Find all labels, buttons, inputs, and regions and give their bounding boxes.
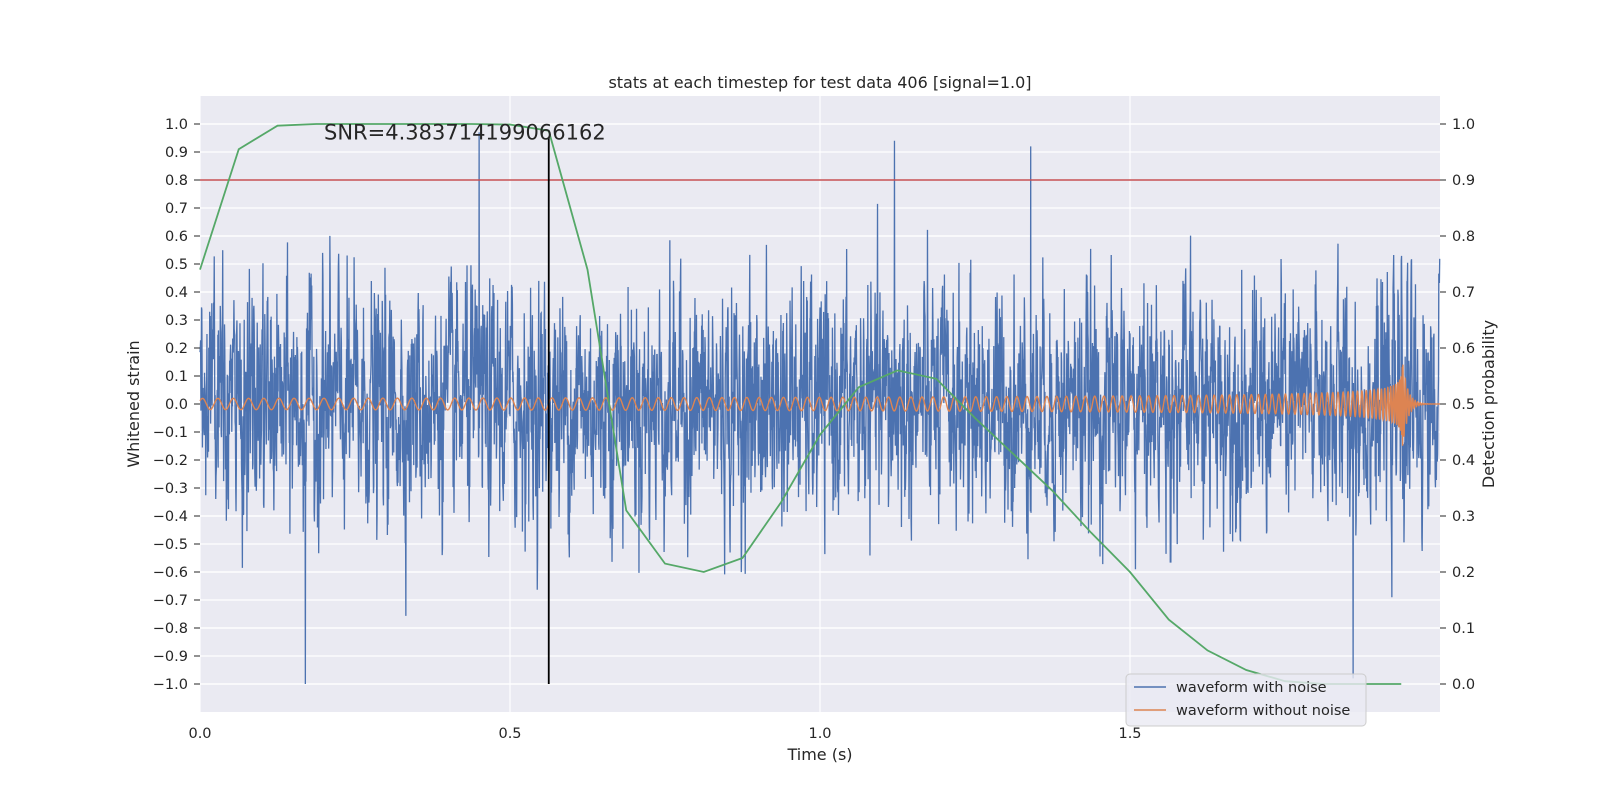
y2-tick-label: 0.7	[1452, 285, 1475, 301]
y2-tick-label: 0.9	[1452, 173, 1475, 189]
y-tick-label: 0.0	[165, 397, 188, 413]
y-tick-label: −0.6	[153, 565, 188, 581]
y2-tick-label: 1.0	[1452, 117, 1475, 133]
y-tick-label: −0.7	[153, 593, 188, 609]
x-tick-label: 0.5	[498, 726, 521, 742]
y-tick-label: 0.1	[165, 369, 188, 385]
y-tick-label: −0.4	[153, 509, 188, 525]
y-tick-label: 0.2	[165, 341, 188, 357]
y-tick-label: −1.0	[153, 677, 188, 693]
y-tick-label: 0.9	[165, 145, 188, 161]
x-axis-title: Time (s)	[786, 745, 852, 764]
y-tick-label: 0.7	[165, 201, 188, 217]
y2-tick-label: 0.1	[1452, 621, 1475, 637]
y-tick-label: −0.2	[153, 453, 188, 469]
series-waveform-without-noise	[199, 364, 1440, 446]
y-tick-label: 1.0	[165, 117, 188, 133]
y2-tick-label: 0.8	[1452, 229, 1475, 245]
legend: waveform with noise waveform without noi…	[1125, 673, 1367, 727]
x-tick-label: 0.0	[188, 726, 211, 742]
y2-axis-title: Detection probability	[1479, 320, 1498, 488]
series-waveform-with-noise	[199, 132, 1441, 685]
chart-title: stats at each timestep for test data 406…	[608, 73, 1031, 92]
y-tick-label: 0.6	[165, 229, 188, 245]
y2-tick-label: 0.3	[1452, 509, 1475, 525]
y-tick-label: −0.9	[153, 649, 188, 665]
y-tick-label: 0.4	[165, 285, 188, 301]
x-tick-label: 1.5	[1118, 726, 1141, 742]
snr-annotation: SNR=4.383714199066162	[324, 120, 606, 144]
legend-box	[1125, 673, 1367, 727]
legend-label-waveform-with-noise: waveform with noise	[1176, 680, 1327, 696]
legend-label-waveform-without-noise: waveform without noise	[1176, 703, 1350, 719]
y-axis-title: Whitened strain	[124, 340, 143, 467]
axes: 0.0 0.5 1.0 1.5 −1.0 −0.9 −0.8 −0.7 −0.6 −0.5 −0.4…	[153, 117, 1475, 742]
series-detection-probability	[199, 123, 1402, 685]
series-layer	[199, 132, 1441, 685]
y-tick-label: 0.3	[165, 313, 188, 329]
x-tick-label: 1.0	[808, 726, 831, 742]
y2-tick-label: 0.5	[1452, 397, 1475, 413]
y2-tick-label: 0.6	[1452, 341, 1475, 357]
y2-tick-label: 0.4	[1452, 453, 1475, 469]
y-tick-label: −0.3	[153, 481, 188, 497]
overlay-layer	[199, 123, 1440, 685]
y-tick-label: 0.5	[165, 257, 188, 273]
y-tick-label: −0.5	[153, 537, 188, 553]
y-tick-label: −0.1	[153, 425, 188, 441]
y-tick-label: 0.8	[165, 173, 188, 189]
y-tick-label: −0.8	[153, 621, 188, 637]
y2-tick-label: 0.2	[1452, 565, 1475, 581]
y2-tick-label: 0.0	[1452, 677, 1475, 693]
